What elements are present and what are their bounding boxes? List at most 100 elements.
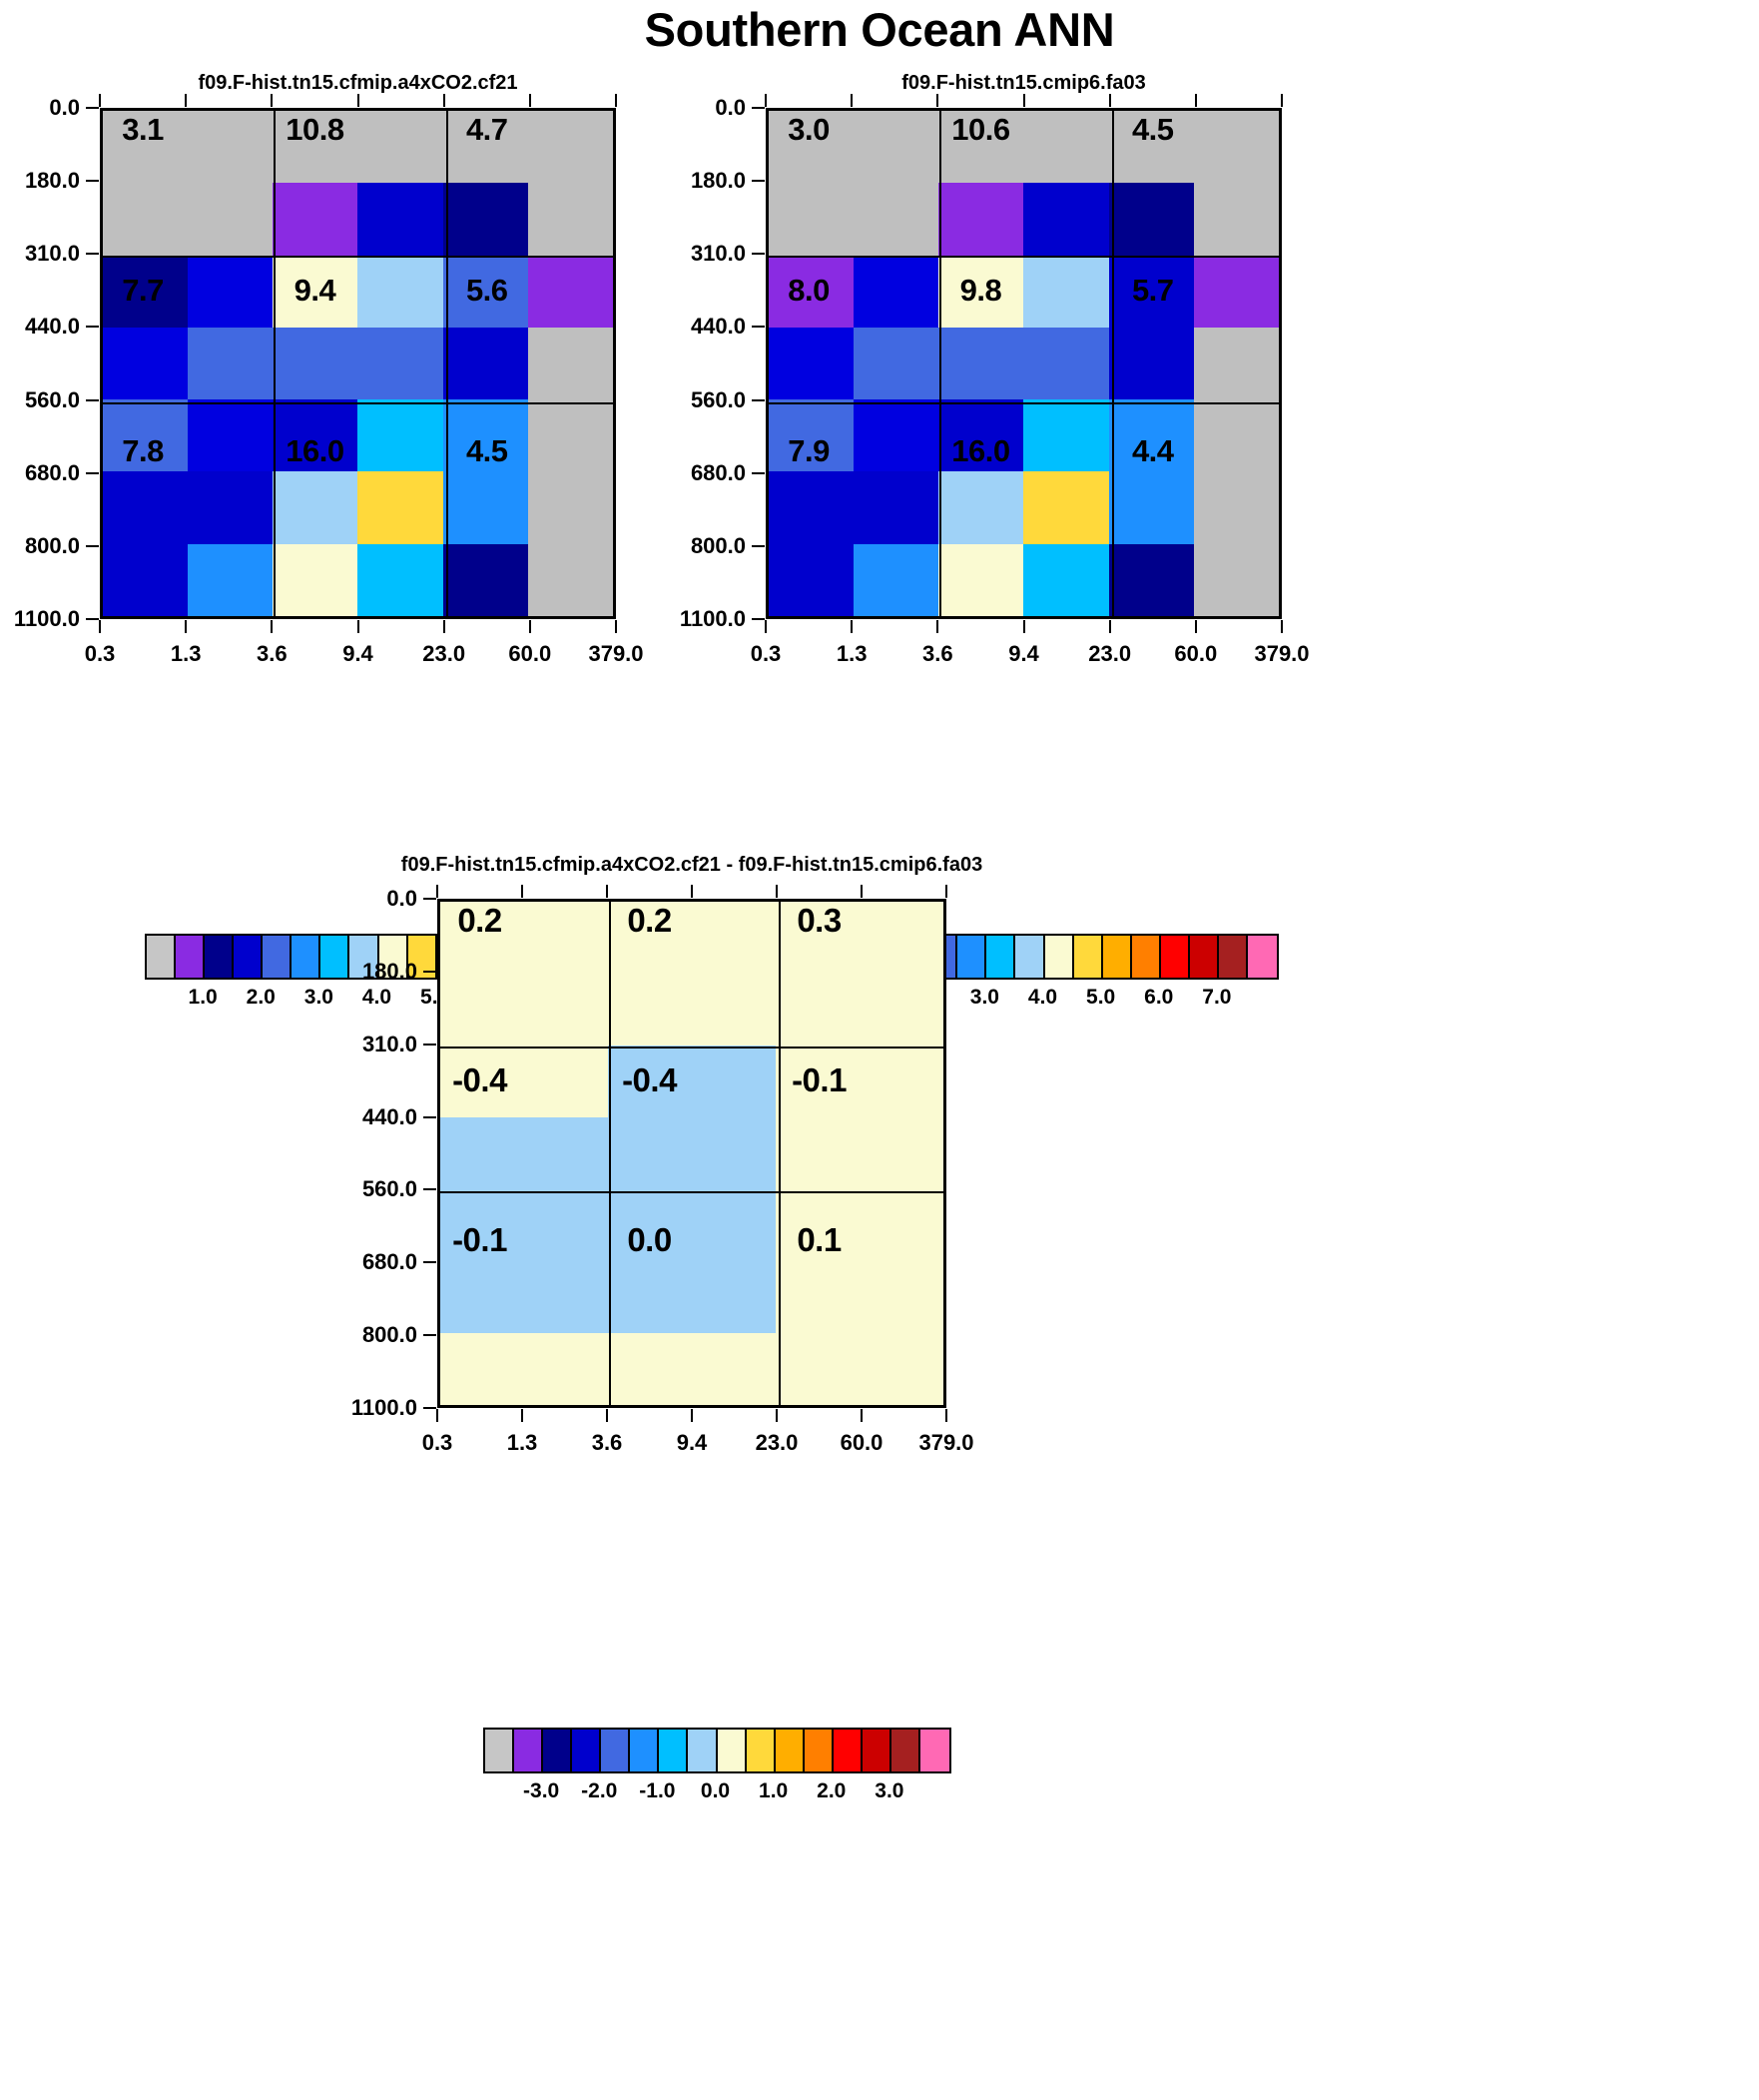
heatmap-cell [1193,183,1279,256]
heatmap-cell [440,1333,524,1405]
heatmap-cell [608,1261,692,1333]
y-axis-label: 310.0 [361,1031,417,1056]
heatmap-cell [273,255,358,328]
heatmap-cell [1023,183,1109,256]
heatmap-cell [1023,543,1109,616]
cell-value-annotation: 8.0 [788,272,830,308]
heatmap-cell [357,111,443,184]
x-axis-label: 1.3 [836,641,868,666]
heatmap-cell [692,1333,776,1405]
x-axis-label: 0.3 [421,1430,453,1455]
heatmap-cell [1108,471,1194,544]
colorbar-swatch [234,936,264,978]
heatmap-cell [1108,327,1194,400]
page-title: Southern Ocean ANN [644,3,1115,56]
x-axis-label: 9.4 [1008,641,1039,666]
cell-value-annotation: -0.1 [452,1221,507,1259]
heatmap-cell [524,1046,608,1117]
heatmap-cell [188,543,274,616]
x-axis-label: 3.6 [591,1430,623,1455]
heatmap-cell [938,471,1024,544]
y-axis-tick [752,471,765,474]
colorbar-swatch [890,1730,920,1771]
heatmap-cell [524,974,608,1046]
heatmap-cell [1193,543,1279,616]
y-axis-tick [86,253,99,256]
grid-line-horizontal [440,1046,943,1049]
colorbar-tick-label: 3.0 [969,986,999,1009]
heatmap-cell [103,471,189,544]
x-axis-tick-top [861,885,863,898]
colorbar-swatch [717,1730,747,1771]
heatmap-cell [854,327,939,400]
heatmap-cell [442,183,528,256]
heatmap-grid-diff [440,902,943,1405]
heatmap-cell [188,471,274,544]
y-axis-label: 680.0 [361,1249,417,1275]
grid-line-horizontal [103,256,613,259]
x-axis-tick-bottom [945,1409,947,1422]
y-axis-label: 800.0 [361,1322,417,1348]
y-axis-label: 560.0 [24,386,80,412]
cell-value-annotation: 16.0 [951,432,1010,468]
heatmap-cell [357,255,443,328]
x-axis-tick-top [436,885,438,898]
y-axis-tick [423,1043,436,1046]
y-axis-tick [86,326,99,329]
heatmap-cell [103,327,189,400]
heatmap-cell [692,1046,776,1117]
x-axis-tick-bottom [1194,620,1197,633]
heatmap-cell [442,399,528,472]
colorbar-tick-label: 2.0 [911,986,941,1009]
x-axis-tick-top [99,94,101,107]
colorbar-tick-label: 4.0 [361,986,392,1009]
heatmap-cell [103,255,189,328]
heatmap-cell [854,183,939,256]
y-axis-tick [86,107,99,109]
heatmap-cell [938,399,1024,472]
y-axis-label: 1100.0 [679,606,746,631]
colorbar-swatch [919,1730,949,1771]
heatmap-cell [440,1046,524,1117]
colorbar-swatch [572,1730,602,1771]
x-axis-tick-top [776,885,778,898]
colorbar-tick-label: 1.0 [759,1779,789,1802]
heatmap-cell [527,327,613,400]
heatmap-cell [769,255,855,328]
colorbar-swatch [899,936,929,978]
y-axis-tick [423,898,436,900]
heatmap-cell [442,111,528,184]
colorbar-swatch [862,1730,891,1771]
colorbar-swatch [842,936,872,978]
x-axis-label: 379.0 [588,641,644,666]
x-axis-tick-bottom [851,620,854,633]
heatmap-cell [188,327,274,400]
heatmap-cell [273,471,358,544]
colorbar-tick-label: -1.0 [639,1779,676,1802]
colorbar-tick-label: 6.0 [478,986,508,1009]
x-axis-label: 23.0 [1088,641,1132,666]
colorbar-right [811,934,1279,980]
heatmap-cell [938,327,1024,400]
y-axis-tick [752,107,765,109]
colorbar-swatch [494,936,524,978]
heatmap-cell [938,543,1024,616]
colorbar-swatch [957,936,987,978]
colorbar-swatch [552,936,582,978]
heatmap-cell [692,902,776,974]
colorbar-tick-label: -3.0 [523,1779,560,1802]
x-axis-tick-top [851,94,854,107]
heatmap-cell [357,543,443,616]
colorbar-swatch [986,936,1016,978]
colorbar-swatch [176,936,206,978]
heatmap-cell [776,974,860,1046]
heatmap-cell [776,1189,860,1261]
y-axis-label: 680.0 [24,459,80,485]
y-axis-label: 180.0 [361,958,417,984]
x-axis-tick-bottom [528,620,531,633]
cell-value-annotation: 3.0 [788,111,830,147]
heatmap-cell [769,399,855,472]
heatmap-cell [854,543,939,616]
colorbar-swatch [1160,936,1190,978]
